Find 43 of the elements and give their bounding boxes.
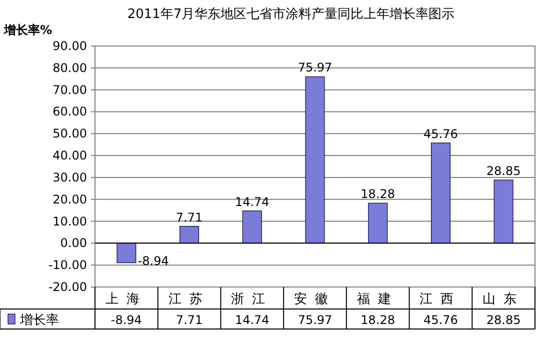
bar bbox=[180, 226, 200, 244]
annotation: 14.74 bbox=[234, 194, 270, 209]
data-label: 75.97 bbox=[298, 313, 332, 327]
annotation: 75.97 bbox=[298, 60, 332, 75]
y-tick-label: 0.00 bbox=[60, 236, 87, 250]
data-label: 14.74 bbox=[234, 313, 270, 327]
bar bbox=[116, 242, 136, 264]
y-tick-label: 10.00 bbox=[52, 214, 87, 228]
y-tick-label: 20.00 bbox=[52, 192, 87, 206]
y-tick-label: 50.00 bbox=[52, 126, 87, 141]
y-tick-label: 40.00 bbox=[52, 148, 87, 163]
y-tick-label: 60.00 bbox=[52, 104, 87, 119]
y-tick-label: 90.00 bbox=[52, 39, 87, 53]
annotation: 18.28 bbox=[360, 187, 396, 202]
bar bbox=[430, 142, 450, 244]
annotation: 7.71 bbox=[176, 210, 203, 224]
legend-label: 增长率 bbox=[19, 312, 59, 328]
y-tick-label: 70.00 bbox=[52, 82, 87, 97]
annotation: 28.85 bbox=[486, 164, 521, 178]
y-tick-label: -10.00 bbox=[48, 258, 87, 272]
data-label: 45.76 bbox=[424, 313, 458, 327]
bar bbox=[242, 210, 262, 244]
y-tick-label: 30.00 bbox=[52, 170, 87, 184]
x-tick-label: 浙江 bbox=[231, 292, 274, 307]
data-label: 7.71 bbox=[176, 313, 203, 327]
x-tick-label: 上海 bbox=[105, 292, 148, 307]
x-tick-label: 山东 bbox=[482, 292, 525, 307]
y-axis-title: 增长率% bbox=[3, 23, 52, 37]
data-label: 28.85 bbox=[486, 313, 521, 327]
x-tick-label: 江苏 bbox=[168, 292, 210, 307]
bar bbox=[305, 76, 325, 244]
y-tick-label: -20.00 bbox=[48, 280, 87, 294]
annotation: -8.94 bbox=[138, 254, 169, 268]
chart-title: 2011年7月华东地区七省市涂料产量同比上年增长率图示 bbox=[127, 6, 455, 22]
data-label: -8.94 bbox=[110, 313, 142, 327]
y-tick-label: 80.00 bbox=[52, 60, 87, 75]
bar bbox=[368, 202, 388, 244]
x-tick-label: 江西 bbox=[420, 292, 462, 307]
x-tick-label: 福建 bbox=[356, 292, 399, 307]
bar bbox=[494, 180, 514, 244]
x-tick-label: 安徽 bbox=[294, 291, 336, 307]
annotation: 45.76 bbox=[424, 126, 458, 141]
data-label: 18.28 bbox=[360, 313, 396, 327]
